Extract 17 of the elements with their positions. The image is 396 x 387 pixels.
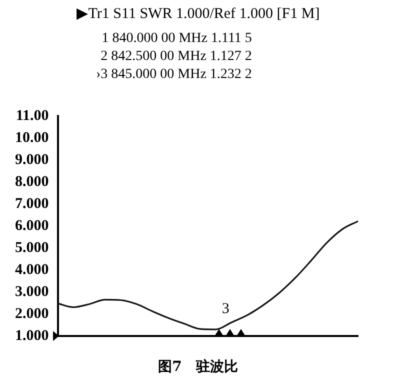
y-tick-label: 10.00 <box>15 130 49 146</box>
text: ›3 845.000 00 MHz 1.232 2 <box>96 66 252 84</box>
y-tick-label: 4.000 <box>15 262 49 278</box>
annotation: 3 <box>222 300 230 317</box>
text: 2 842.500 00 MHz 1.127 2 <box>100 48 252 66</box>
chart-title: ▶Tr1 S11 SWR 1.000/Ref 1.000 [F1 M] <box>75 5 321 23</box>
y-tick-label: 7.000 <box>15 196 49 212</box>
y-tick-label: 5.000 <box>15 240 49 256</box>
y-tick-label: 1.000 <box>15 328 49 344</box>
y-tick-label: 8.000 <box>15 174 49 190</box>
y-tick-label: 11.00 <box>16 108 49 124</box>
caption: 图7 驻波比 <box>157 358 239 376</box>
y-tick-label: 2.000 <box>15 306 49 322</box>
y-tick-label: 6.000 <box>15 218 49 234</box>
y-tick-label: 9.000 <box>15 152 49 168</box>
text: 1 840.000 00 MHz 1.111 5 <box>100 30 252 48</box>
y-tick-label: 3.000 <box>15 284 49 300</box>
